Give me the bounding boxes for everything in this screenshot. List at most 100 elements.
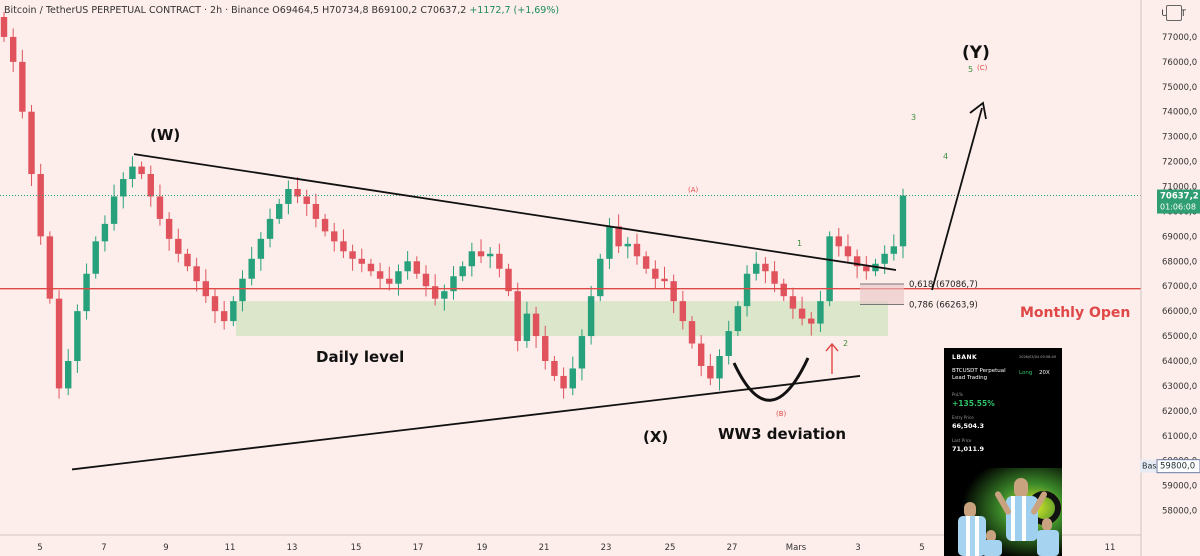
candle: [275, 203, 283, 219]
candle: [688, 321, 696, 344]
bas-label: Bas: [1142, 462, 1157, 471]
upper-trendline: [133, 153, 897, 271]
candle: [404, 261, 411, 272]
candle: [633, 243, 641, 257]
wave-a-label: (A): [688, 186, 699, 194]
x-tick-label: 19: [477, 543, 488, 553]
candle: [138, 166, 145, 175]
candle: [771, 271, 778, 284]
card-entry-label: Entry Price: [952, 415, 974, 420]
candle: [230, 301, 237, 322]
card-last-label: Last Price: [952, 438, 972, 443]
y-tick-label: 71000,0: [1162, 182, 1197, 192]
candle: [321, 218, 329, 232]
candle: [679, 301, 687, 322]
wave-x-label: (X): [643, 428, 668, 446]
candle: [184, 253, 191, 267]
y-tick-label: 63000,0: [1162, 382, 1197, 392]
candle: [661, 278, 668, 282]
candle: [303, 196, 310, 204]
candle: [863, 266, 870, 272]
x-tick-label: 11: [1105, 543, 1116, 553]
y-tick-label: 58000,0: [1162, 507, 1197, 517]
candle: [248, 258, 255, 279]
x-tick-label: 7: [101, 543, 106, 553]
candle: [899, 195, 907, 247]
candle: [165, 218, 173, 239]
candle: [19, 61, 26, 112]
wave-c-label: (C): [977, 64, 988, 72]
candle: [890, 246, 898, 254]
deviation-curve: [732, 357, 810, 402]
fib-box: [860, 284, 904, 305]
candle: [211, 296, 219, 312]
y-tick-label: 67000,0: [1162, 282, 1197, 292]
candle: [83, 273, 90, 312]
y-tick-label: 72000,0: [1162, 158, 1197, 168]
candle: [468, 251, 476, 267]
candle: [101, 223, 109, 242]
candle: [441, 291, 448, 299]
settings-icon[interactable]: [1166, 5, 1182, 21]
candle: [376, 271, 384, 279]
candle: [789, 296, 797, 309]
x-tick-label: 15: [351, 543, 362, 553]
card-leverage: 20X: [1039, 370, 1050, 376]
lower-trendline: [71, 375, 861, 471]
daily-level-label: Daily level: [316, 348, 404, 366]
candle: [486, 253, 494, 257]
candle: [431, 286, 439, 299]
candle: [477, 251, 485, 257]
candle: [798, 308, 806, 319]
y-tick-label: 65000,0: [1162, 332, 1197, 342]
card-pnl-label: PnL%: [952, 392, 963, 397]
candle: [46, 236, 54, 299]
candle: [55, 298, 63, 389]
candle: [92, 241, 99, 274]
candle: [74, 311, 81, 361]
candle: [853, 256, 861, 267]
fib-level-label: 0,618 (67086,7): [909, 280, 978, 290]
x-tick-label: 5: [37, 543, 42, 553]
x-tick-label: Mars: [786, 543, 807, 553]
candle: [0, 16, 8, 37]
candle: [762, 263, 769, 272]
candle: [422, 273, 430, 287]
bas-tag: [1156, 459, 1200, 474]
candle: [193, 266, 200, 282]
wave-3-label: 3: [911, 113, 916, 122]
card-side: Long: [1019, 370, 1033, 376]
trade-card: LBANK 2026/03/04 09:58:49 BTCUSDT Perpet…: [944, 348, 1062, 556]
candle: [367, 263, 375, 272]
price-change: +1172,7 (+1,69%): [469, 5, 560, 16]
candle: [413, 261, 421, 274]
arrow-head: [969, 101, 987, 120]
candle: [175, 238, 182, 254]
candle: [753, 263, 760, 274]
candle: [624, 243, 632, 247]
wave-5-label: 5: [968, 65, 973, 74]
price-tag-countdown: 01:06:08: [1160, 203, 1196, 212]
card-pnl-value: +135.55%: [952, 399, 995, 408]
candle: [386, 278, 393, 284]
candle: [28, 111, 35, 175]
x-tick-label: 27: [727, 543, 738, 553]
candle: [505, 268, 512, 292]
x-tick-label: 11: [225, 543, 236, 553]
candle: [826, 236, 833, 302]
wave-4-label: 4: [943, 152, 948, 161]
candle: [496, 253, 503, 269]
candle: [707, 365, 714, 379]
up-arrow-icon: [825, 342, 839, 374]
y-tick-label: 76000,0: [1162, 58, 1197, 68]
candle: [120, 179, 127, 197]
bas-label-box: [1140, 459, 1156, 473]
players-image: [944, 468, 1062, 556]
x-tick-label: 13: [287, 543, 298, 553]
candle: [450, 276, 457, 292]
candle: [514, 291, 521, 342]
candle: [110, 196, 118, 224]
candle: [349, 251, 356, 259]
candle: [817, 301, 824, 324]
